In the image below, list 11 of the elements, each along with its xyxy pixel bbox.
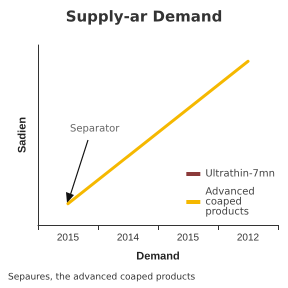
y-axis-title: Sadien: [16, 116, 28, 154]
text: Sepaures, the advanced coaped products: [8, 272, 196, 282]
x-tick-label: 2012: [236, 232, 260, 244]
legend-label: Advanced coaped products: [205, 186, 258, 218]
x-tick-label: 2014: [116, 232, 140, 244]
x-tick-label: 2015: [176, 232, 200, 244]
annotation: Separator: [70, 124, 120, 134]
legend-label: Ultrathin-7mn: [205, 168, 276, 180]
chart-title: Supply-ar Demand: [66, 8, 222, 26]
x-axis-title: Demand: [136, 250, 180, 262]
x-tick-label: 2015: [56, 232, 80, 244]
